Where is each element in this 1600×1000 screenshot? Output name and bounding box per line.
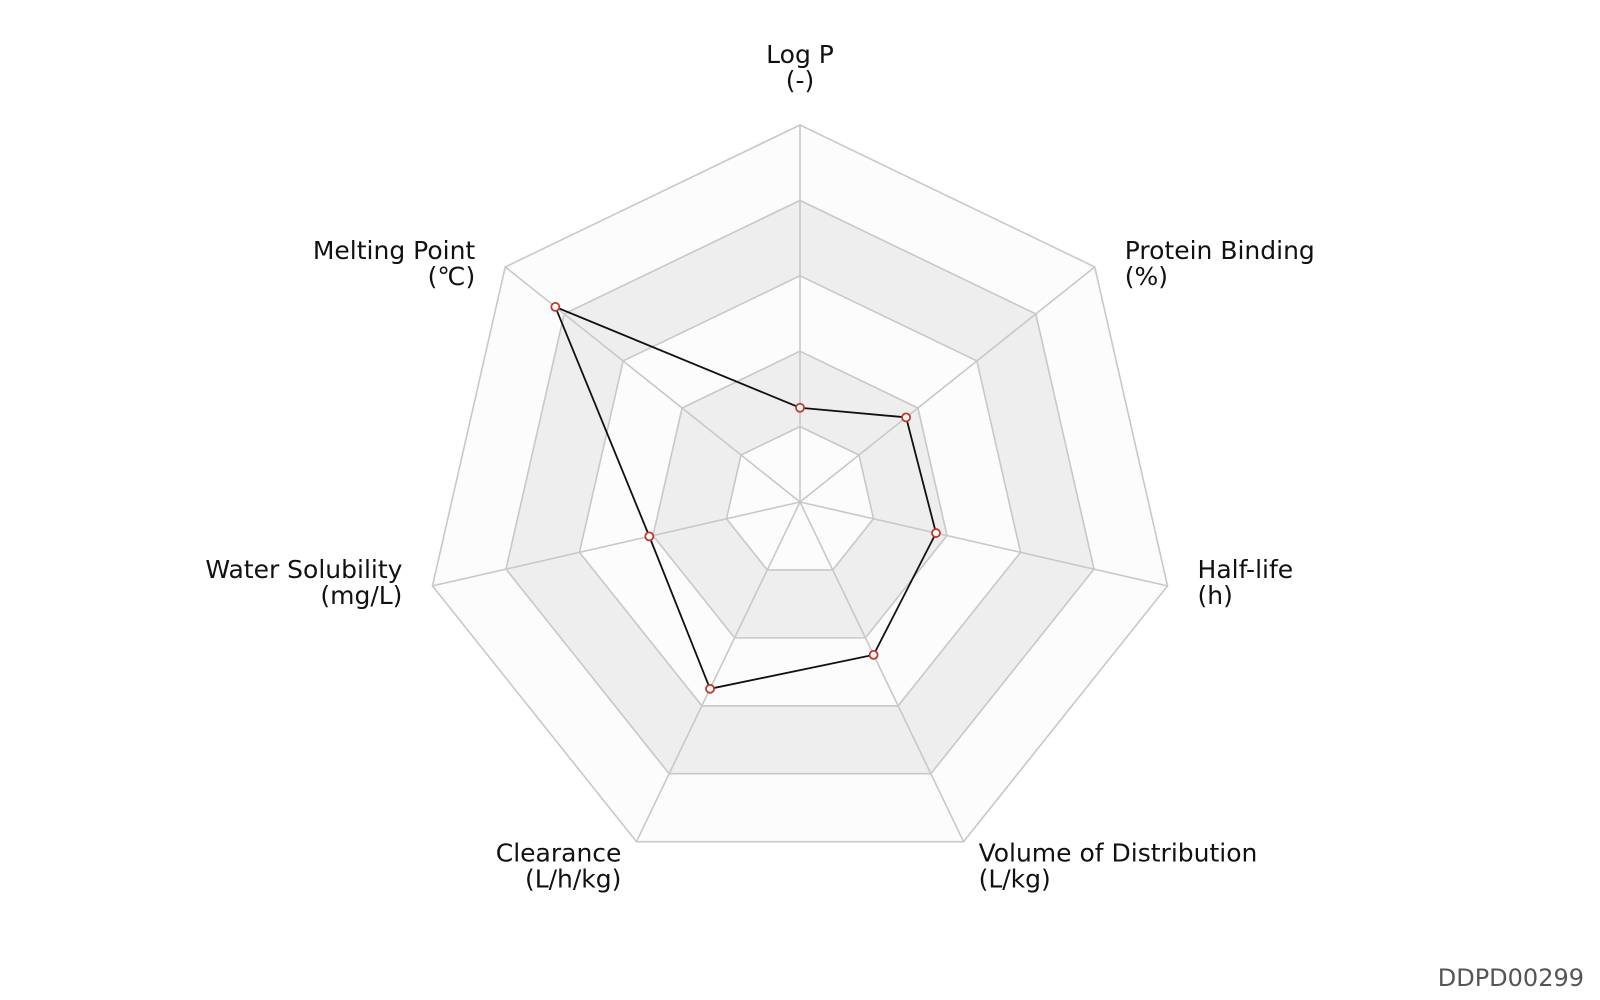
axis-label-unit: (mg/L) [320,581,402,610]
radar-point-7 [550,302,561,312]
axis-label-name: Volume of Distribution [979,839,1258,868]
axis-label-5: Clearance (L/h/kg) [496,839,622,894]
axis-label-unit: (L/h/kg) [525,865,621,894]
radar-point-2 [901,412,912,423]
axis-label-7: Melting Point (℃) [313,236,476,291]
radar-point-4 [868,649,879,660]
axis-label-unit: (%) [1125,262,1168,291]
axis-label-name: Melting Point [313,236,476,265]
radar-series-line-1 [553,305,937,690]
radar-point-5 [705,683,715,694]
axis-label-name: Clearance [496,839,622,868]
axis-label-6: Water Solubility (mg/L) [205,555,402,610]
axis-label-3: Half-life (h) [1198,555,1294,610]
axis-label-unit: (-) [786,66,815,95]
watermark: DDPD00299 [1437,964,1584,992]
axis-label-unit: (L/kg) [979,865,1051,894]
axis-label-4: Volume of Distribution (L/kg) [979,839,1258,894]
axis-label-name: Log P [766,40,834,69]
radar-spoke-2 [799,266,1096,503]
axis-label-name: Water Solubility [205,555,402,584]
radar-point-6 [644,531,655,542]
radar-spoke-6 [432,501,801,587]
radar-point-3 [931,528,941,538]
axis-label-name: Protein Binding [1125,236,1315,265]
axis-label-1: Log P (-) [766,40,834,95]
axis-label-name: Half-life [1198,555,1294,584]
radar-spoke-3 [799,501,1168,587]
radar-spoke-5 [635,501,801,843]
radar-point-1 [795,402,805,413]
axis-label-2: Protein Binding (%) [1125,236,1315,291]
radar-series [550,302,941,694]
radar-spoke-4 [799,501,965,843]
axis-label-unit: (℃) [428,262,476,291]
axis-label-unit: (h) [1198,581,1233,610]
radar-axis-labels: Log P (-) Protein Binding (%) Half-life (h) Vo… [205,40,1314,894]
